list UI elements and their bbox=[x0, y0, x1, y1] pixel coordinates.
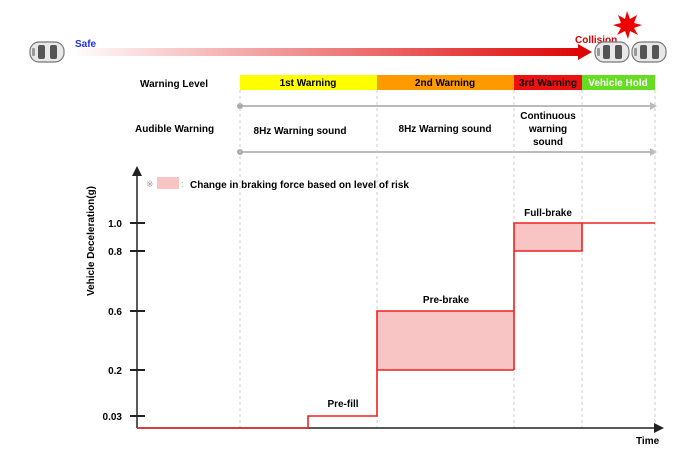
y-tick-label: 1.0 bbox=[108, 219, 122, 230]
warning-level-row-label: Warning Level bbox=[140, 79, 208, 90]
audible-warning-text: 8Hz Warning sound bbox=[399, 124, 492, 135]
stage-label-pre-fill: Pre-fill bbox=[327, 399, 358, 410]
audible-warning-text: Continuous bbox=[520, 111, 576, 122]
warning-level-bar: 1st Warning 2nd Warning 3rd Warning Vehi… bbox=[240, 75, 655, 90]
shade-pre-brake bbox=[377, 311, 514, 370]
audible-warning-text: 8Hz Warning sound bbox=[254, 126, 347, 137]
y-tick-label: 0.2 bbox=[108, 366, 122, 377]
legend-swatch bbox=[157, 177, 179, 189]
car-icon bbox=[631, 41, 667, 63]
warning-level-vehicle-hold bbox=[582, 75, 655, 90]
y-tick-label: 0.6 bbox=[108, 307, 122, 318]
legend: ※ : Change in braking force based on lev… bbox=[146, 177, 409, 191]
collision-label: Collision bbox=[575, 35, 617, 46]
braking-shades bbox=[377, 223, 582, 370]
stage-label-full-brake: Full-brake bbox=[524, 208, 572, 219]
legend-separator: : bbox=[181, 179, 184, 189]
legend-text: Change in braking force based on level o… bbox=[190, 180, 409, 191]
warning-level-1st bbox=[240, 75, 377, 90]
stage-dividers bbox=[239, 90, 656, 428]
warning-level-label: 1st Warning bbox=[280, 78, 337, 89]
y-axis-label: Vehicle Deceleration(g) bbox=[86, 186, 97, 296]
stage-label-pre-brake: Pre-brake bbox=[423, 295, 470, 306]
chart-axes: Time Vehicle Deceleration(g) bbox=[86, 166, 664, 447]
x-axis-label: Time bbox=[636, 436, 660, 447]
braking-force-line bbox=[137, 222, 655, 429]
audible-warning-row-label: Audible Warning bbox=[135, 124, 214, 135]
warning-level-3rd bbox=[514, 75, 582, 90]
warning-level-label: 3rd Warning bbox=[519, 78, 577, 89]
collision-burst-icon bbox=[613, 11, 642, 39]
y-tick-label: 0.03 bbox=[103, 412, 123, 423]
warning-level-label: Vehicle Hold bbox=[588, 78, 647, 89]
car-icon bbox=[594, 41, 630, 63]
y-tick-label: 0.8 bbox=[108, 247, 122, 258]
car-icon bbox=[29, 41, 65, 63]
header-banner: Safe Collision bbox=[29, 11, 667, 63]
risk-gradient-arrow bbox=[70, 44, 592, 60]
legend-symbol: ※ bbox=[146, 179, 154, 189]
warning-level-label: 2nd Warning bbox=[415, 78, 475, 89]
warning-level-2nd bbox=[377, 75, 514, 90]
audible-warning-text: sound bbox=[533, 137, 563, 148]
audible-warning-text: warning bbox=[528, 124, 567, 135]
shade-full-brake bbox=[514, 223, 582, 251]
safe-label: Safe bbox=[75, 39, 97, 50]
y-ticks: 0.03 0.2 0.6 0.8 1.0 bbox=[103, 219, 145, 423]
